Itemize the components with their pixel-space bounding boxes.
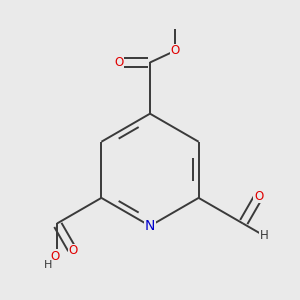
Text: H: H xyxy=(44,260,52,270)
Text: O: O xyxy=(254,190,263,203)
Text: O: O xyxy=(170,44,179,57)
Text: O: O xyxy=(68,244,77,257)
Text: O: O xyxy=(51,250,60,263)
Text: O: O xyxy=(114,56,123,69)
Text: H: H xyxy=(260,230,269,242)
Text: N: N xyxy=(145,219,155,233)
